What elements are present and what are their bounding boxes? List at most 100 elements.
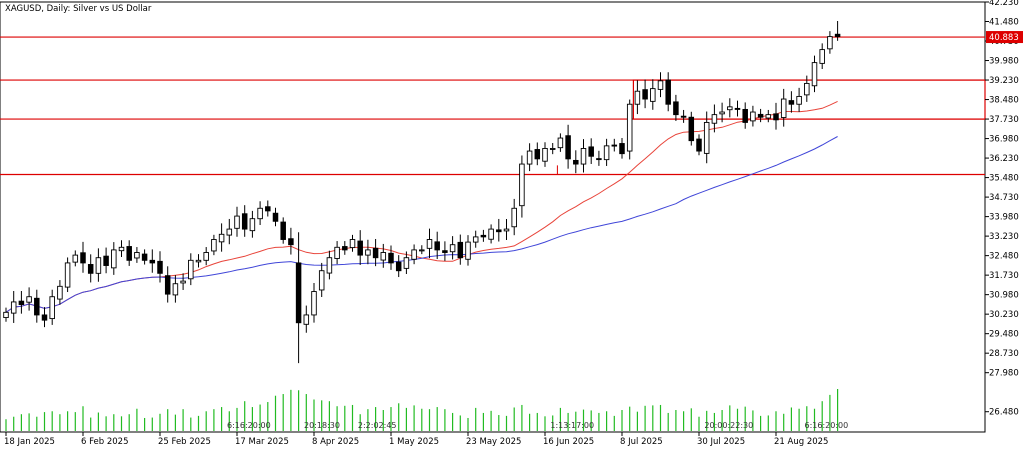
candle xyxy=(365,239,371,265)
candle xyxy=(549,142,556,155)
y-tick-label: 39.980 xyxy=(989,57,1019,67)
candle-body xyxy=(226,228,233,236)
candle-body xyxy=(218,233,225,243)
candle-body xyxy=(134,252,140,259)
candle xyxy=(780,88,787,127)
candle xyxy=(434,231,440,260)
candle xyxy=(265,200,271,217)
candle xyxy=(26,287,32,311)
candle xyxy=(688,111,695,146)
candle-body xyxy=(611,144,618,147)
candle xyxy=(149,249,156,273)
candle-body xyxy=(80,252,86,264)
candle xyxy=(126,240,132,266)
candle-body xyxy=(118,246,125,252)
candle xyxy=(395,255,402,278)
candle xyxy=(834,20,841,41)
candle xyxy=(680,109,687,123)
panel-label: 6:16:20:00 xyxy=(227,421,271,430)
candle xyxy=(596,150,602,166)
candle xyxy=(511,198,517,236)
candle-body xyxy=(411,249,417,260)
candle xyxy=(773,102,779,130)
candle xyxy=(472,230,479,248)
candle-body xyxy=(87,264,94,274)
candle-body xyxy=(642,89,648,100)
candle-body xyxy=(372,247,379,259)
candle-body xyxy=(349,239,356,249)
candle xyxy=(496,218,502,242)
y-tick-label: 28.730 xyxy=(989,349,1019,359)
candle-body xyxy=(703,121,710,154)
candle xyxy=(580,139,587,173)
candle-body xyxy=(141,253,148,261)
x-tick-label: 30 Jul 2025 xyxy=(697,437,745,447)
candle xyxy=(372,238,379,267)
candle-body xyxy=(480,234,487,238)
candle xyxy=(457,234,464,265)
candle xyxy=(10,291,17,323)
candle xyxy=(157,251,163,283)
candle-body xyxy=(318,270,325,291)
price-axis: 26.480 27.980 28.730 29.480 30.230 30.980 31.7… xyxy=(985,0,1023,418)
candle-body xyxy=(673,101,679,116)
candle xyxy=(442,241,448,261)
candle-body xyxy=(457,241,464,259)
x-tick-label: 6 Feb 2025 xyxy=(81,437,129,447)
candle xyxy=(696,134,702,156)
candle-body xyxy=(680,115,687,118)
candle-body xyxy=(757,113,764,118)
candle xyxy=(796,87,802,112)
plot-border xyxy=(0,1,986,433)
candle xyxy=(588,138,594,164)
y-tick-label: 26.480 xyxy=(989,408,1019,418)
candle-body xyxy=(796,95,802,105)
candle-body xyxy=(357,240,363,256)
candle-body xyxy=(819,49,825,64)
candle xyxy=(280,217,286,244)
candle-body xyxy=(265,206,271,212)
candle xyxy=(650,79,656,110)
candle-body xyxy=(311,291,317,316)
candle xyxy=(703,111,710,164)
candle-body xyxy=(519,163,525,207)
candle xyxy=(18,291,25,314)
candle-body xyxy=(596,158,602,161)
candles xyxy=(3,20,841,364)
candle-body xyxy=(64,262,71,288)
candle xyxy=(326,250,333,280)
candle-body xyxy=(573,159,579,165)
candle-body xyxy=(195,259,202,263)
candle xyxy=(811,55,818,93)
current-price-label: 40.883 xyxy=(989,33,1019,43)
candle-body xyxy=(10,301,17,314)
candle xyxy=(318,262,325,297)
candle-body xyxy=(434,241,440,251)
candle-body xyxy=(634,90,641,105)
candle-body xyxy=(419,249,425,252)
y-tick-label: 30.980 xyxy=(989,291,1019,301)
candle xyxy=(742,102,748,129)
candle-body xyxy=(164,275,171,295)
y-tick-label: 37.730 xyxy=(989,115,1019,125)
candle-body xyxy=(149,259,156,264)
candle xyxy=(480,229,487,242)
candle-body xyxy=(534,149,541,160)
candle xyxy=(134,247,140,263)
candle xyxy=(657,72,664,98)
candle-body xyxy=(380,252,387,261)
candle-body xyxy=(657,80,664,90)
candle xyxy=(573,150,579,174)
candle-body xyxy=(773,113,779,121)
candle-body xyxy=(742,108,748,123)
horizontal-levels xyxy=(0,36,985,176)
candle xyxy=(557,133,564,152)
x-tick-label: 21 Aug 2025 xyxy=(774,437,828,447)
y-tick-label: 33.980 xyxy=(989,213,1019,223)
candle-body xyxy=(496,229,502,233)
y-tick-label: 41.480 xyxy=(989,18,1019,28)
candle-body xyxy=(188,259,194,280)
candle-body xyxy=(326,257,333,274)
candle xyxy=(757,108,764,123)
